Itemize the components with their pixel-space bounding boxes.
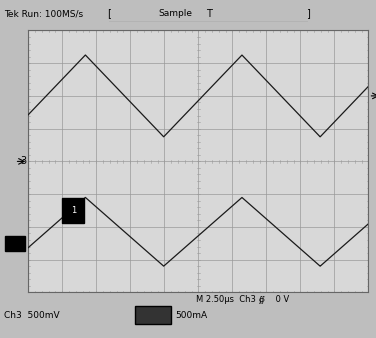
Text: 1: 1 [71,206,76,215]
Text: ]: ] [306,8,310,19]
Text: Tek Run: 100MS/s: Tek Run: 100MS/s [4,9,83,19]
Text: 3: 3 [20,156,26,166]
Text: 500mA: 500mA [175,311,207,319]
Text: T: T [206,8,212,19]
Text: Ch4: Ch4 [144,311,163,319]
Text: Sample: Sample [158,9,192,19]
Text: 4: 4 [12,238,18,248]
Text: Ch3  500mV: Ch3 500mV [4,311,59,319]
Text: [: [ [107,8,111,19]
Text: M 2.50μs  Ch3 ∯    0 V: M 2.50μs Ch3 ∯ 0 V [196,295,289,304]
